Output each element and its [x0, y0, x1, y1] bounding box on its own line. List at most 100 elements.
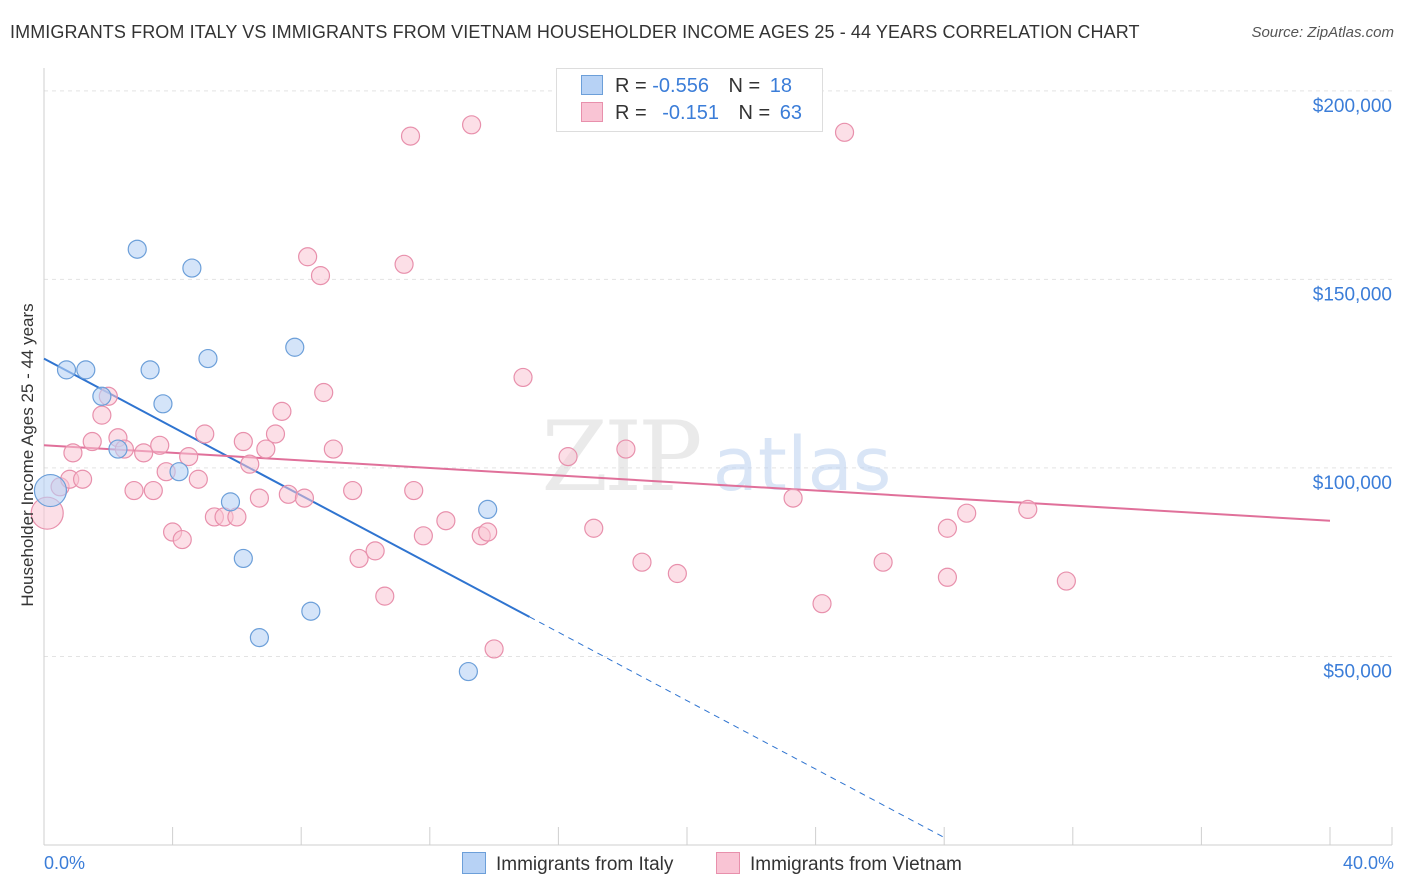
vietnam-point — [240, 454, 260, 474]
italy-n-label: N = — [728, 75, 761, 97]
y-tick-label: $200,000 — [1313, 96, 1392, 117]
vietnam-trend-line — [43, 444, 1331, 522]
italy-point — [458, 661, 478, 682]
vietnam-n-value: 63 — [779, 102, 803, 124]
bottom-vietnam-swatch — [716, 852, 740, 874]
vietnam-point — [195, 424, 215, 444]
vietnam-point — [632, 552, 652, 572]
italy-trend-extension — [529, 616, 945, 838]
italy-point — [56, 360, 77, 380]
vietnam-point — [513, 367, 533, 388]
vietnam-point — [188, 469, 208, 489]
italy-point — [153, 394, 173, 414]
vietnam-point — [92, 405, 112, 425]
italy-point — [140, 360, 160, 380]
vietnam-point — [937, 518, 958, 538]
vietnam-point — [298, 247, 318, 267]
vietnam-point — [413, 526, 433, 546]
vietnam-point — [134, 443, 154, 463]
y-tick-label: $150,000 — [1313, 284, 1392, 305]
x-tick-label: 0.0% — [44, 853, 85, 873]
vietnam-point — [375, 586, 395, 606]
vietnam-point — [812, 594, 832, 614]
y-tick-labels: $50,000 $100,000 $150,000 $200,000 — [1313, 96, 1392, 683]
vietnam-point — [256, 439, 276, 459]
bottom-legend-vietnam: Immigrants from Vietnam — [716, 852, 962, 876]
italy-point — [182, 258, 202, 278]
vietnam-n-label: N = — [738, 102, 771, 124]
vietnam-r-label: R = — [615, 102, 647, 124]
vietnam-point — [124, 480, 144, 501]
x-tick-labels: 0.0% 40.0% — [44, 853, 1394, 873]
axes — [43, 68, 1393, 846]
vietnam-point — [82, 431, 102, 452]
vietnam-point — [616, 439, 636, 459]
vietnam-point — [394, 254, 414, 274]
vietnam-point — [783, 488, 803, 508]
italy-point — [478, 499, 498, 520]
vietnam-point — [957, 503, 977, 523]
legend-row-italy: R = -0.556 N = 18 — [581, 75, 792, 98]
vietnam-point — [150, 435, 170, 455]
vietnam-point — [937, 567, 958, 587]
vietnam-point — [278, 484, 298, 504]
vietnam-point — [63, 443, 83, 463]
vietnam-point — [314, 382, 334, 403]
italy-point — [108, 439, 128, 459]
vietnam-point — [172, 529, 192, 550]
vietnam-point — [667, 563, 687, 584]
x-tick-label: 40.0% — [1343, 853, 1394, 873]
vietnam-point — [436, 511, 456, 531]
italy-swatch — [581, 75, 603, 95]
vietnam-point — [265, 424, 286, 444]
y-tick-label: $50,000 — [1323, 661, 1392, 682]
italy-n-value: 18 — [769, 75, 793, 97]
y-tick-label: $100,000 — [1313, 473, 1392, 494]
vietnam-point — [349, 548, 369, 569]
bottom-italy-swatch — [462, 852, 486, 874]
vietnam-point — [365, 541, 385, 561]
italy-point — [198, 348, 218, 369]
vietnam-points — [30, 115, 1076, 659]
vietnam-point — [461, 115, 482, 135]
vietnam-point — [873, 552, 893, 572]
vietnam-point — [323, 439, 343, 459]
correlation-legend: R = -0.556 N = 18 R = -0.151 N = 63 — [556, 68, 823, 132]
vietnam-point — [834, 122, 855, 142]
vietnam-point — [179, 447, 199, 467]
vietnam-swatch — [581, 102, 603, 122]
vietnam-point — [478, 522, 498, 542]
italy-point — [301, 601, 321, 621]
italy-point — [33, 473, 68, 508]
vietnam-point — [343, 480, 363, 501]
italy-point — [76, 360, 96, 380]
vietnam-point — [404, 480, 424, 501]
vietnam-r-value: -0.151 — [662, 102, 719, 124]
italy-point — [169, 462, 189, 482]
source-credit: Source: ZipAtlas.com — [1251, 24, 1394, 41]
vietnam-point — [249, 488, 270, 508]
legend-row-vietnam: R = -0.151 N = 63 — [581, 102, 802, 125]
y-axis-label: Householder Income Ages 25 - 44 years — [18, 303, 37, 606]
italy-point — [92, 386, 112, 406]
bottom-italy-label: Immigrants from Italy — [496, 854, 674, 875]
vietnam-point — [310, 266, 331, 286]
vietnam-point — [584, 518, 604, 538]
bottom-vietnam-label: Immigrants from Vietnam — [750, 854, 962, 875]
gridlines — [44, 90, 1392, 657]
chart-title: IMMIGRANTS FROM ITALY VS IMMIGRANTS FROM… — [10, 22, 1140, 42]
vietnam-point — [72, 469, 93, 489]
italy-point — [233, 548, 253, 569]
vietnam-point — [558, 447, 578, 467]
vietnam-point — [1056, 571, 1076, 591]
vietnam-point — [400, 126, 421, 146]
italy-point — [249, 628, 270, 648]
italy-r-value: -0.556 — [652, 75, 709, 97]
italy-points — [33, 239, 498, 682]
vietnam-point — [233, 431, 253, 452]
italy-point — [285, 337, 305, 357]
vietnam-point — [1018, 499, 1038, 520]
bottom-legend-italy: Immigrants from Italy — [462, 852, 673, 876]
vietnam-point — [294, 488, 315, 508]
